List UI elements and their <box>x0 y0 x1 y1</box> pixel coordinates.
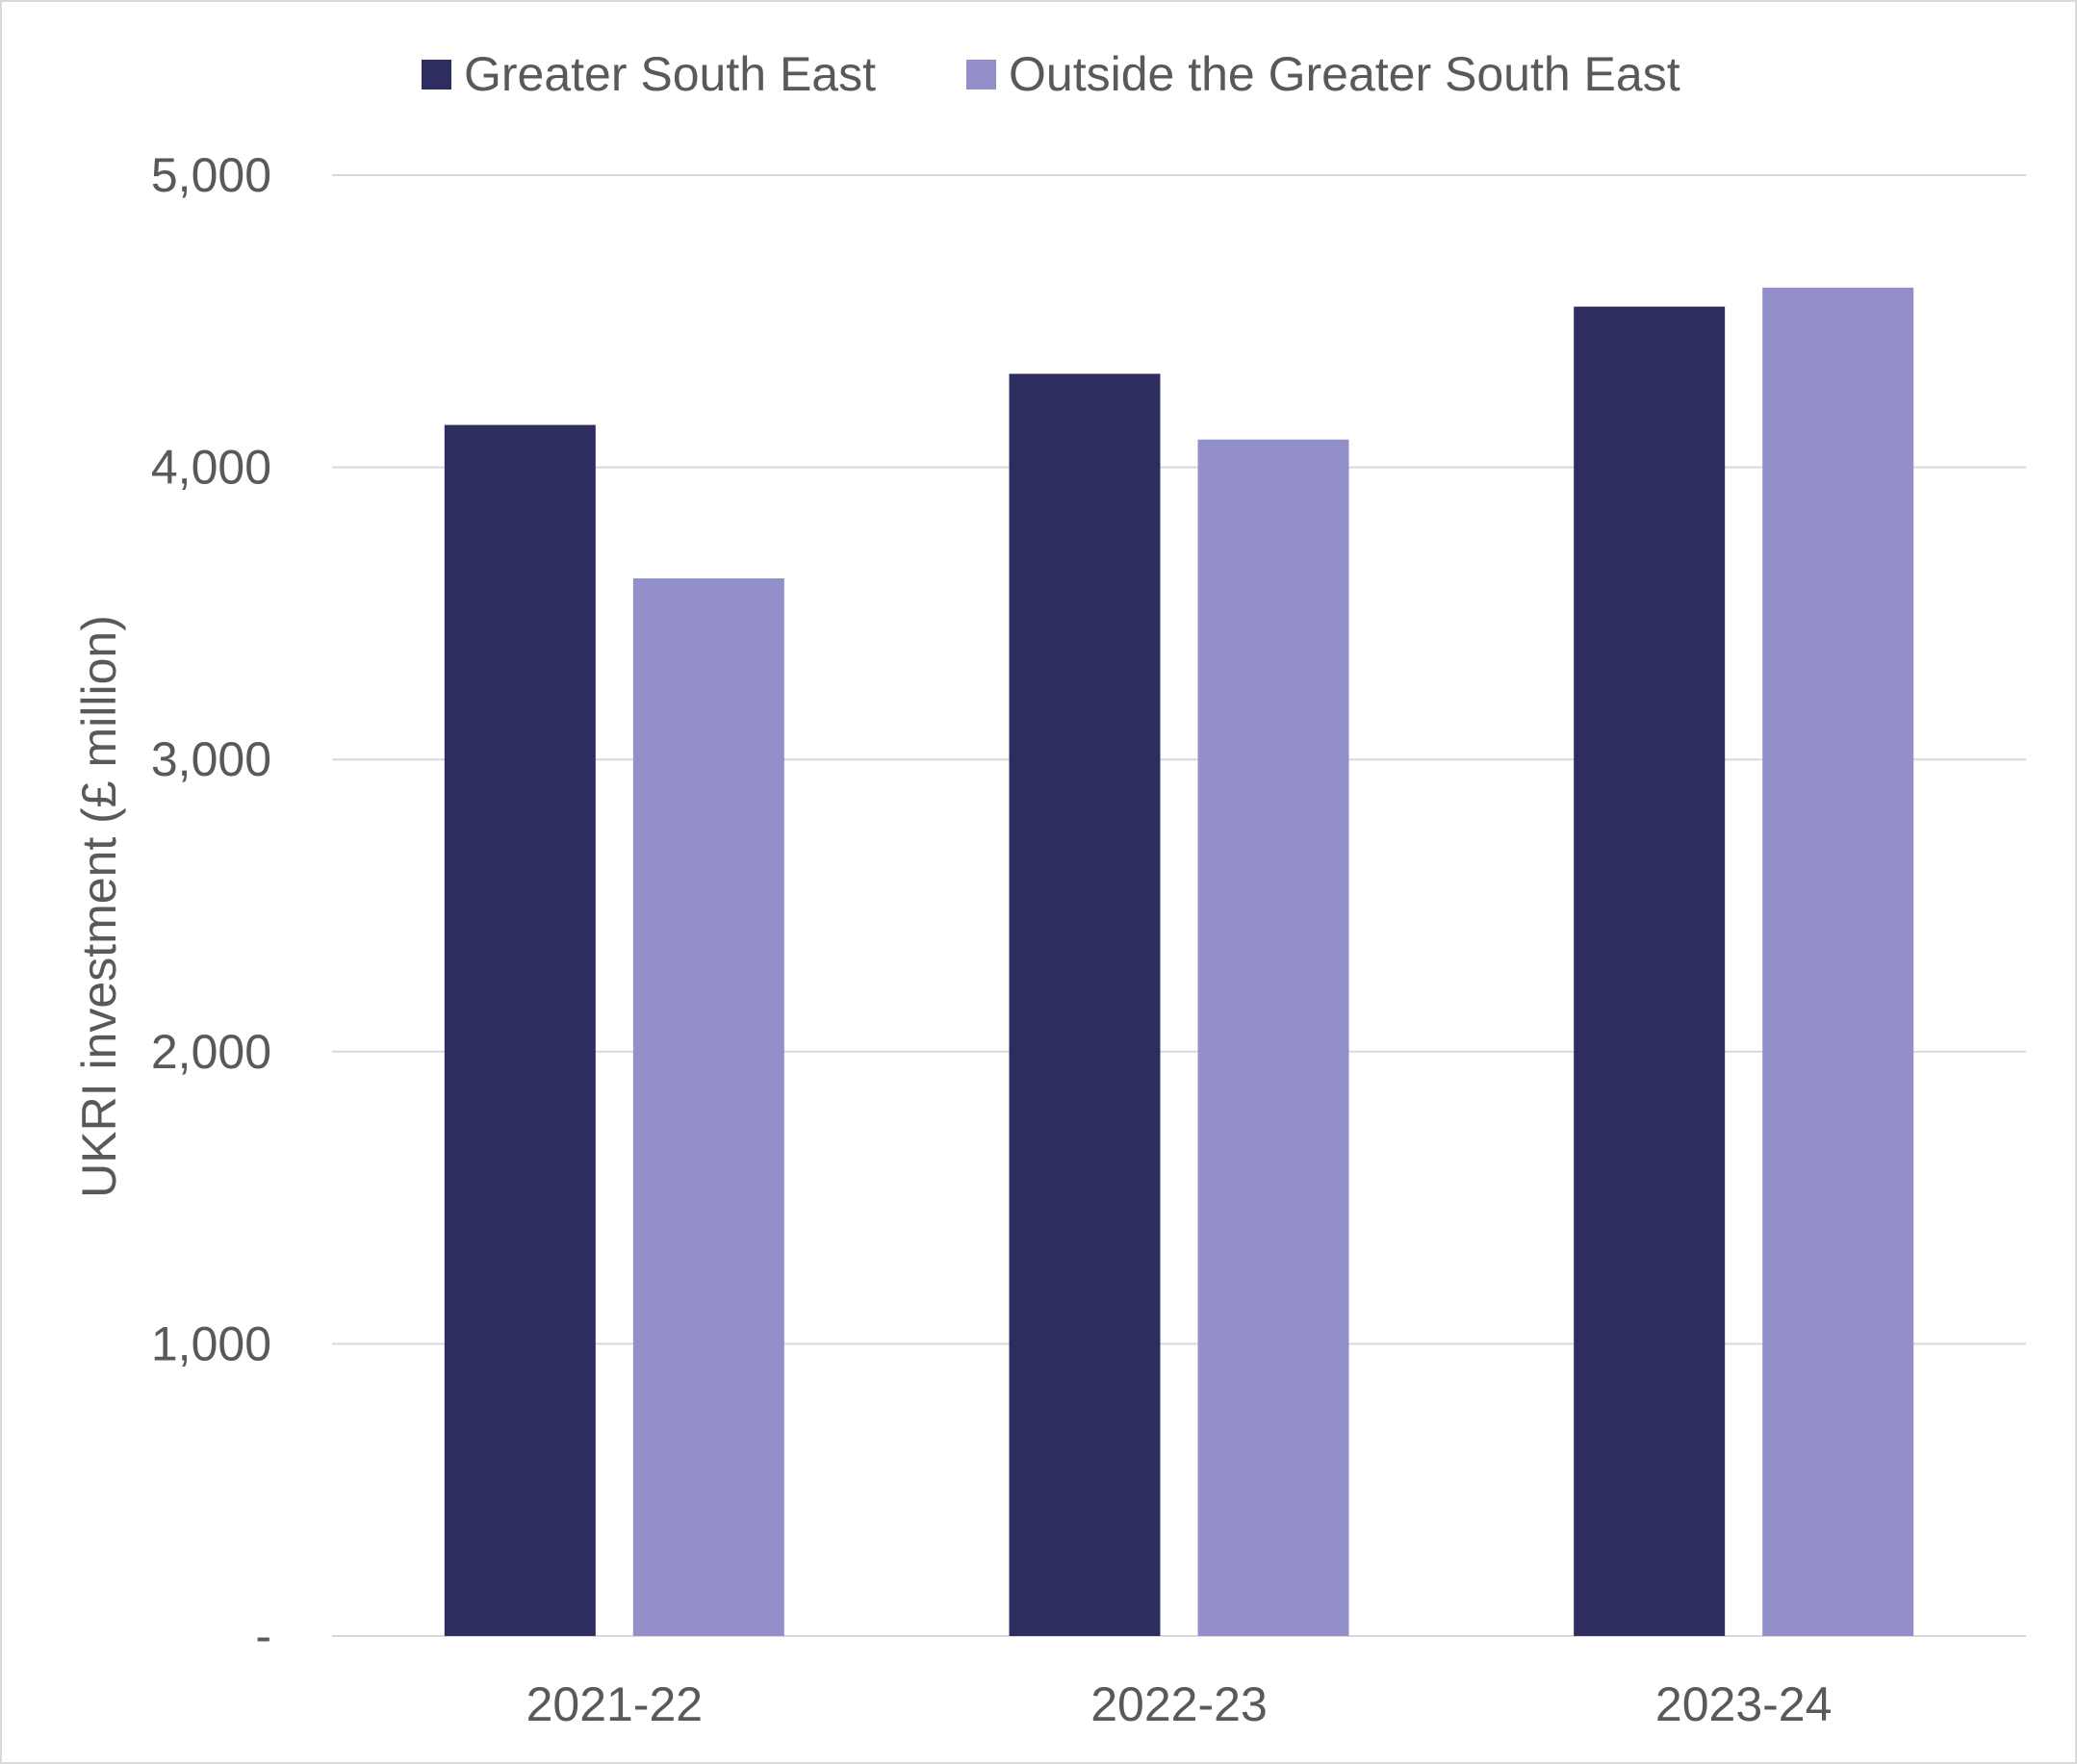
y-axis-ticks: - 1,000 2,000 3,000 4,000 5,000 <box>151 148 271 1663</box>
bar-greater-south-east-2021-22 <box>444 424 596 1636</box>
bar-greater-south-east-2022-23 <box>1009 373 1161 1636</box>
y-tick-label: 3,000 <box>151 732 271 786</box>
bar-greater-south-east-2023-24 <box>1574 306 1726 1636</box>
legend-swatch <box>422 60 451 89</box>
legend-label: Outside the Greater South East <box>1009 47 1680 101</box>
bars <box>444 287 1914 1636</box>
gridlines <box>332 174 2026 1637</box>
x-tick-label: 2023-24 <box>1655 1677 1833 1731</box>
x-axis-ticks: 2021-22 2022-23 2023-24 <box>526 1677 1833 1731</box>
x-tick-label: 2021-22 <box>526 1677 704 1731</box>
y-axis-title: UKRI investment (£ million) <box>72 615 126 1198</box>
legend: Greater South East Outside the Greater So… <box>422 47 1680 101</box>
y-tick-label: 4,000 <box>151 441 271 495</box>
bar-outside-greater-south-east-2022-23 <box>1197 439 1349 1636</box>
y-tick-label: - <box>255 1609 271 1663</box>
legend-swatch <box>966 60 996 89</box>
x-tick-label: 2022-23 <box>1090 1677 1268 1731</box>
y-tick-label: 5,000 <box>151 148 271 202</box>
bar-outside-greater-south-east-2021-22 <box>632 577 784 1636</box>
legend-label: Greater South East <box>464 47 876 101</box>
y-tick-label: 2,000 <box>151 1025 271 1079</box>
y-tick-label: 1,000 <box>151 1317 271 1370</box>
bar-outside-greater-south-east-2023-24 <box>1762 287 1914 1636</box>
